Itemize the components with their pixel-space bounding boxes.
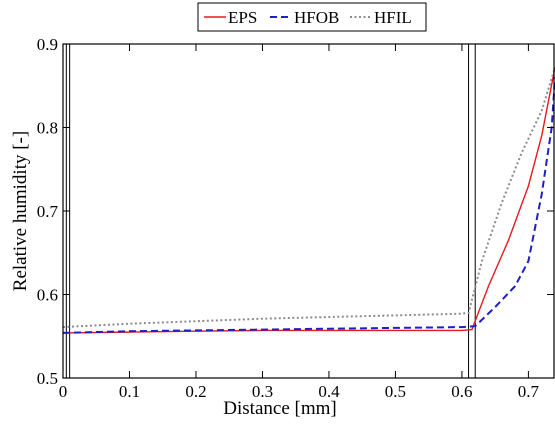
legend-label-hfob: HFOB	[294, 8, 339, 27]
x-axis-label: Distance [mm]	[223, 398, 336, 419]
y-tick-label-3: 0.8	[37, 119, 58, 138]
series-line-hfil	[62, 67, 555, 329]
legend-label-eps: EPS	[228, 8, 257, 27]
legend-box	[197, 2, 427, 32]
y-tick-label-0: 0.5	[37, 369, 58, 388]
boundary-lines	[65, 44, 476, 378]
x-tick-label-7: 0.7	[518, 382, 540, 401]
series-lines	[62, 67, 555, 334]
x-tick-label-0: 0	[59, 382, 68, 401]
x-tick-label-1: 0.1	[119, 382, 140, 401]
y-axis-label: Relative humidity [-]	[10, 131, 31, 291]
legend-label-hfil: HFIL	[374, 8, 412, 27]
series-line-eps	[62, 67, 555, 334]
x-tick-label-4: 0.4	[318, 382, 340, 401]
series-line-hfob	[62, 77, 555, 334]
x-tick-label-2: 0.2	[185, 382, 206, 401]
tick-labels: 0 0.1 0.2 0.3 0.4 0.5 0.6 0.7 0.5 0.6 0.7 0.8 0.9	[37, 35, 540, 401]
plot-frame	[62, 43, 555, 379]
x-tick-label-5: 0.5	[385, 382, 406, 401]
y-tick-label-1: 0.6	[37, 286, 58, 305]
y-tick-label-2: 0.7	[37, 202, 59, 221]
y-tick-label-4: 0.9	[37, 35, 58, 54]
x-tick-label-6: 0.6	[451, 382, 472, 401]
x-tick-label-3: 0.3	[252, 382, 273, 401]
legend: EPS HFOB HFIL	[197, 2, 427, 32]
axis-ticks	[62, 43, 554, 379]
